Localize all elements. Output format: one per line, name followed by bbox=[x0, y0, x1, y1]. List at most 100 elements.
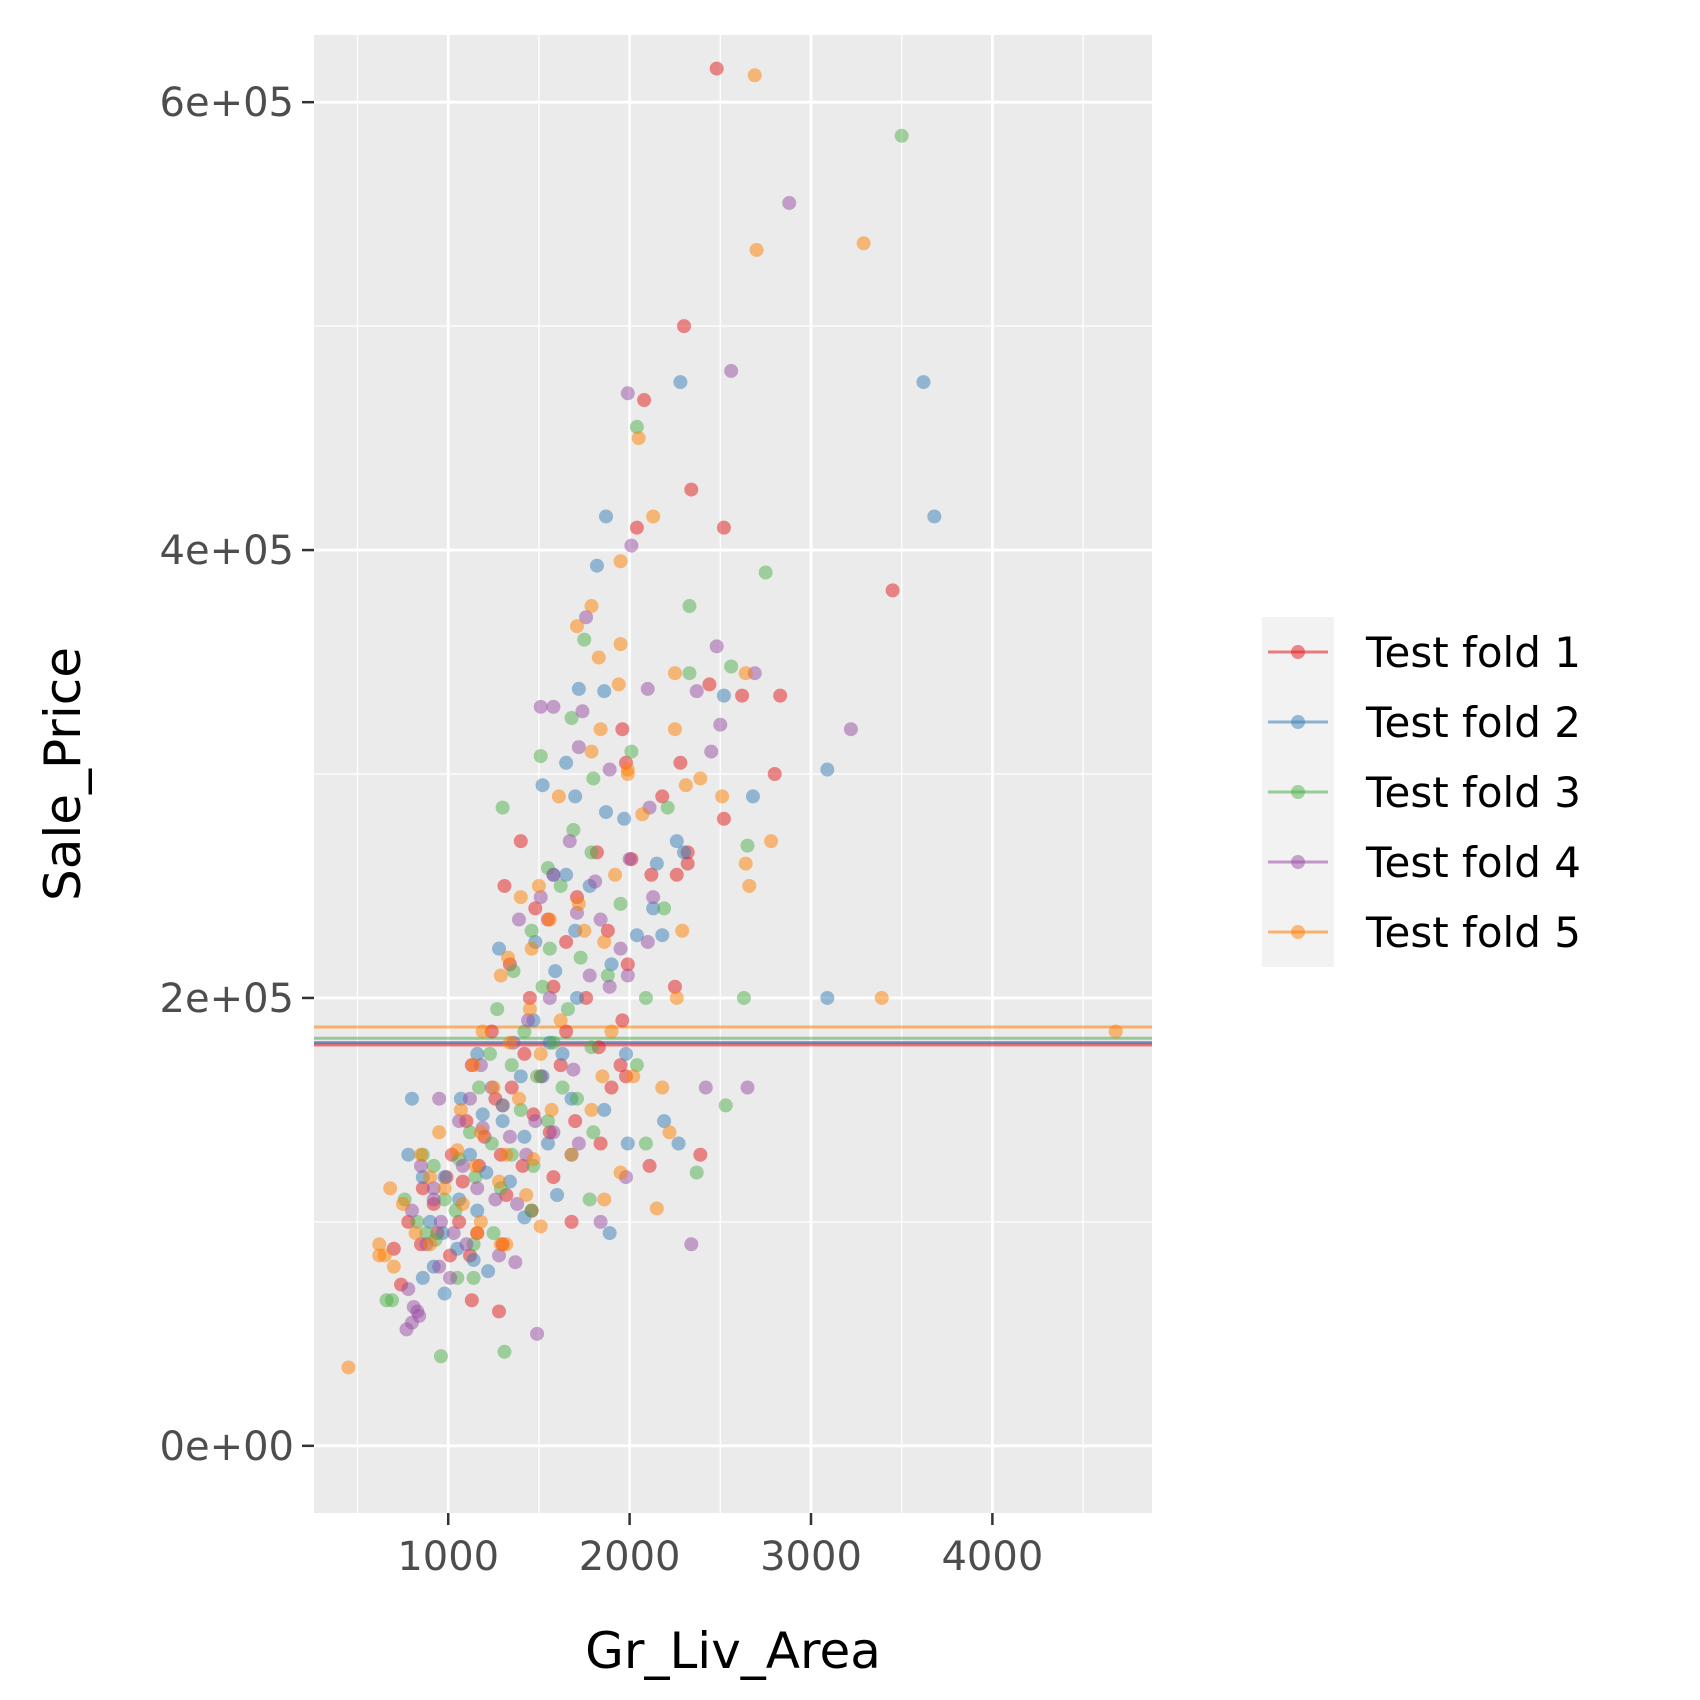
data-point bbox=[564, 1214, 579, 1229]
data-point bbox=[615, 1013, 630, 1028]
data-point bbox=[916, 375, 931, 390]
data-point bbox=[689, 684, 704, 699]
data-point bbox=[495, 1098, 510, 1113]
data-point bbox=[546, 1170, 561, 1185]
data-point bbox=[675, 923, 690, 938]
data-point bbox=[531, 878, 546, 893]
data-point bbox=[372, 1248, 387, 1263]
data-point bbox=[433, 1214, 448, 1229]
data-point bbox=[608, 867, 623, 882]
data-point bbox=[724, 659, 739, 674]
data-point bbox=[716, 520, 731, 535]
data-point bbox=[894, 128, 909, 143]
data-point bbox=[613, 1058, 628, 1073]
data-point bbox=[613, 637, 628, 652]
data-point bbox=[600, 923, 615, 938]
data-point bbox=[735, 688, 750, 703]
data-point bbox=[613, 896, 628, 911]
data-point bbox=[486, 1080, 501, 1095]
data-point bbox=[660, 800, 675, 815]
data-point bbox=[470, 1046, 485, 1061]
legend-label: Test fold 5 bbox=[1365, 908, 1581, 957]
data-point bbox=[492, 1304, 507, 1319]
data-point bbox=[437, 1286, 452, 1301]
data-point bbox=[544, 1102, 559, 1117]
data-point bbox=[540, 1136, 555, 1151]
data-point bbox=[468, 1158, 483, 1173]
data-point bbox=[499, 1147, 514, 1162]
data-point bbox=[644, 867, 659, 882]
data-point bbox=[452, 1114, 467, 1129]
data-point bbox=[555, 1080, 570, 1095]
data-point bbox=[450, 1143, 465, 1158]
data-point bbox=[682, 599, 697, 614]
data-point bbox=[462, 1125, 477, 1140]
data-point bbox=[573, 950, 588, 965]
data-point bbox=[724, 363, 739, 378]
data-point bbox=[432, 1125, 447, 1140]
data-point bbox=[412, 1308, 427, 1323]
data-point bbox=[615, 722, 630, 737]
data-point bbox=[546, 1125, 561, 1140]
legend-key-point bbox=[1291, 785, 1305, 799]
legend-label: Test fold 1 bbox=[1365, 628, 1581, 677]
data-point bbox=[426, 1192, 441, 1207]
data-point bbox=[718, 1098, 733, 1113]
data-point bbox=[638, 990, 653, 1005]
data-point bbox=[758, 565, 773, 580]
data-point bbox=[620, 1136, 635, 1151]
data-point bbox=[682, 666, 697, 681]
data-point bbox=[443, 1270, 458, 1285]
y-tick-label: 6e+05 bbox=[160, 80, 294, 126]
data-point bbox=[597, 684, 612, 699]
y-tick-label: 2e+05 bbox=[160, 976, 294, 1022]
data-point bbox=[533, 749, 548, 764]
data-point bbox=[617, 811, 632, 826]
data-point bbox=[546, 867, 561, 882]
data-point bbox=[579, 610, 594, 625]
data-point bbox=[455, 1174, 470, 1189]
data-point bbox=[495, 800, 510, 815]
data-point bbox=[408, 1226, 423, 1241]
data-point bbox=[437, 1181, 452, 1196]
data-point bbox=[495, 1114, 510, 1129]
data-point bbox=[546, 699, 561, 714]
data-point bbox=[559, 1024, 574, 1039]
data-point bbox=[517, 1046, 532, 1061]
data-point bbox=[519, 1188, 534, 1203]
data-point bbox=[526, 1152, 541, 1167]
data-point bbox=[466, 1270, 481, 1285]
data-point bbox=[684, 1237, 699, 1252]
data-point bbox=[475, 1024, 490, 1039]
y-axis-title: Sale_Price bbox=[34, 647, 92, 901]
data-point bbox=[584, 1102, 599, 1117]
data-point bbox=[843, 722, 858, 737]
data-point bbox=[584, 845, 599, 860]
data-point bbox=[570, 619, 585, 634]
data-point bbox=[698, 1080, 713, 1095]
data-point bbox=[599, 805, 614, 820]
data-point bbox=[874, 990, 889, 1005]
data-point bbox=[501, 950, 516, 965]
data-point bbox=[604, 1080, 619, 1095]
data-point bbox=[533, 1046, 548, 1061]
data-point bbox=[415, 1181, 430, 1196]
data-point bbox=[455, 1196, 470, 1211]
data-point bbox=[595, 1069, 610, 1084]
y-tick-label: 4e+05 bbox=[160, 528, 294, 574]
data-point bbox=[709, 639, 724, 654]
data-point bbox=[533, 890, 548, 905]
data-point bbox=[642, 1158, 657, 1173]
data-point bbox=[470, 1226, 485, 1241]
data-point bbox=[423, 1237, 438, 1252]
data-point bbox=[542, 990, 557, 1005]
data-point bbox=[453, 1102, 468, 1117]
data-point bbox=[551, 789, 566, 804]
data-point bbox=[571, 740, 586, 755]
data-point bbox=[649, 1201, 664, 1216]
data-point bbox=[383, 1181, 398, 1196]
data-point bbox=[524, 923, 539, 938]
data-point bbox=[624, 744, 639, 759]
data-point bbox=[513, 890, 528, 905]
data-point bbox=[667, 979, 682, 994]
